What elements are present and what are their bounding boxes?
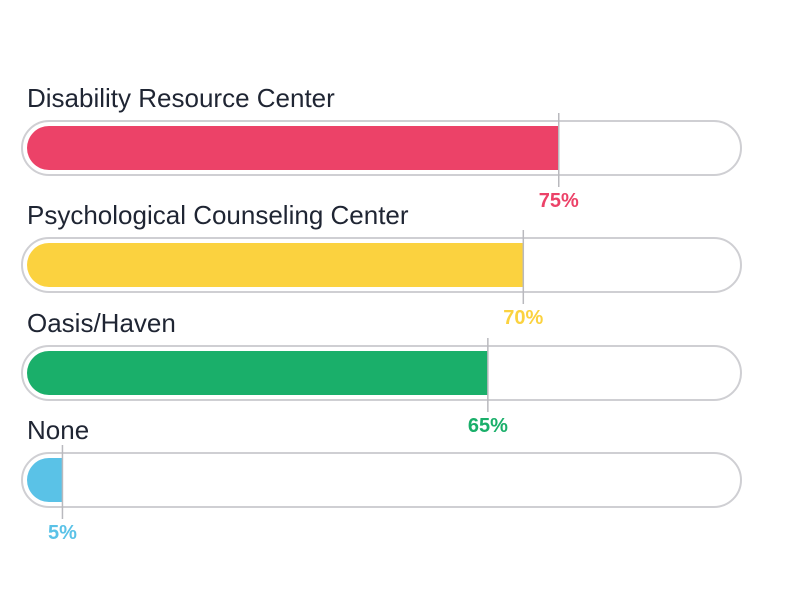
value-label: 65% bbox=[468, 415, 508, 437]
value-label: 5% bbox=[48, 522, 77, 544]
category-label: Oasis/Haven bbox=[27, 308, 176, 338]
category-label: Disability Resource Center bbox=[27, 83, 335, 113]
bar-fill bbox=[27, 126, 559, 170]
bar-fill bbox=[27, 351, 488, 395]
value-label: 70% bbox=[503, 307, 543, 329]
category-label: Psychological Counseling Center bbox=[27, 200, 409, 230]
bar-track bbox=[21, 452, 742, 508]
bar-fill bbox=[27, 458, 63, 502]
category-label: None bbox=[27, 415, 89, 445]
value-label: 75% bbox=[539, 190, 579, 212]
bar-fill bbox=[27, 243, 524, 287]
